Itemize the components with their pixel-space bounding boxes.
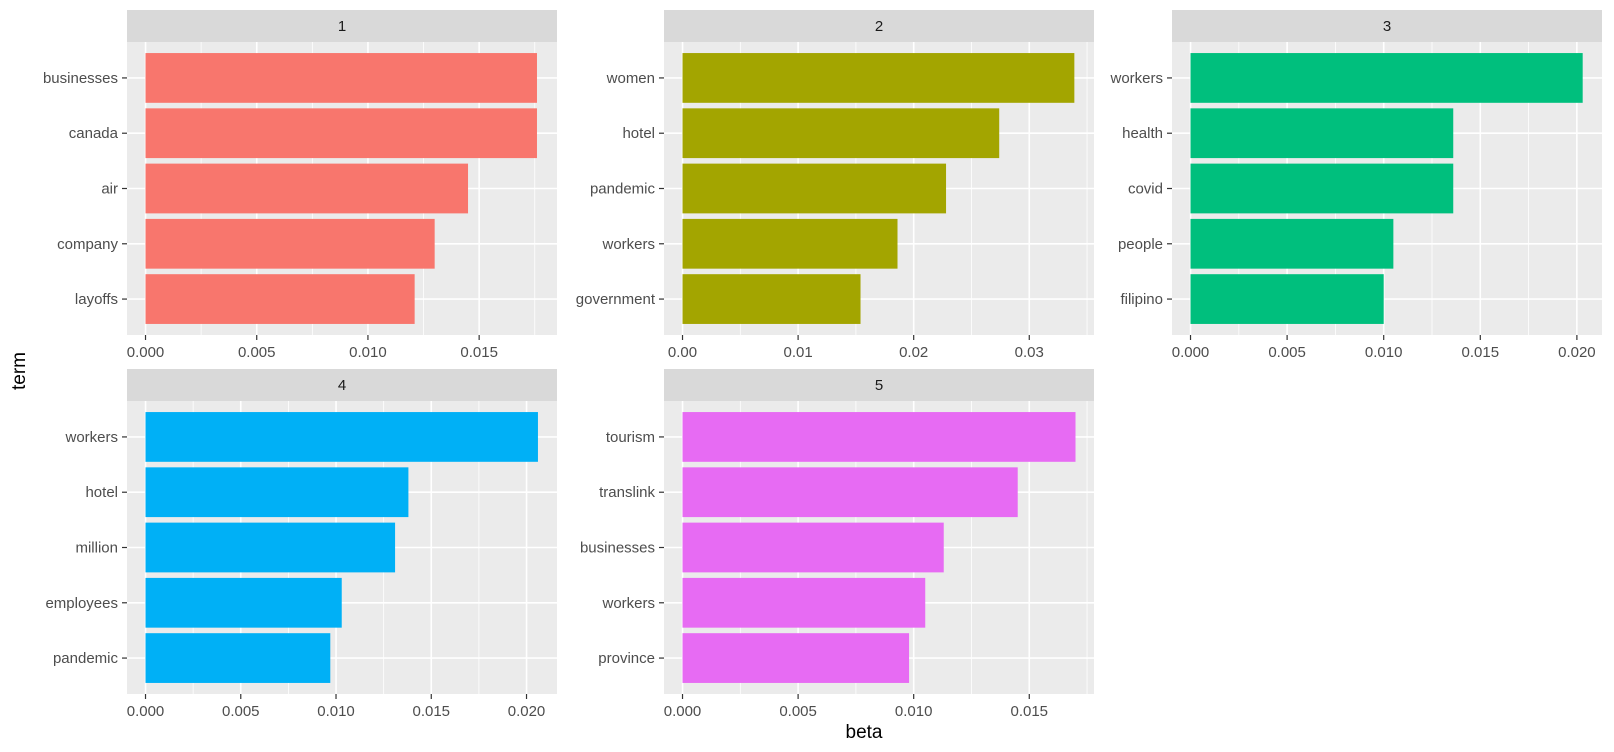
bar [682, 577, 926, 628]
y-tick-label: businesses [580, 540, 655, 557]
y-tick-label: businesses [43, 70, 118, 87]
facet-strip-label: 4 [338, 377, 346, 394]
x-tick-label: 0.000 [127, 344, 165, 361]
x-tick-label: 0.03 [1015, 344, 1044, 361]
x-tick-label: 0.015 [412, 703, 450, 720]
y-tick-label: women [606, 70, 655, 87]
y-tick-label: workers [601, 595, 655, 612]
bar [682, 274, 861, 324]
facet-1: 1 businesses canada air company layoffs 0.000 0… [43, 10, 557, 361]
x-tick-label: 0.000 [1172, 344, 1210, 361]
bar [682, 522, 944, 573]
bar [682, 412, 1076, 462]
bar [145, 163, 469, 214]
x-tick-label: 0.010 [1365, 344, 1403, 361]
x-tick-label: 0.000 [127, 703, 165, 720]
x-axis-title: beta [846, 722, 883, 743]
x-tick-label: 0.020 [1558, 344, 1596, 361]
x-tick-label: 0.010 [317, 703, 355, 720]
bar [145, 108, 537, 159]
bar [682, 633, 910, 683]
x-tick-label: 0.005 [222, 703, 260, 720]
y-tick-label: pandemic [590, 181, 656, 198]
facet-strip [664, 369, 1094, 401]
bar [682, 108, 1000, 159]
y-tick-label: employees [45, 595, 118, 612]
y-tick-label: workers [64, 429, 118, 446]
bar [145, 522, 396, 573]
y-tick-label: canada [69, 125, 119, 142]
bar [682, 163, 947, 214]
x-tick-label: 0.01 [784, 344, 813, 361]
x-tick-label: 0.015 [460, 344, 498, 361]
facet-3: 3 workers health covid people filipino 0.000 0.… [1109, 10, 1602, 361]
y-tick-label: workers [1109, 70, 1163, 87]
facet-4: 4 workers hotel million employees pandemic 0.0… [45, 369, 557, 720]
y-tick-label: translink [599, 484, 655, 501]
bar [145, 218, 435, 269]
bar [682, 467, 1018, 518]
facet-5: 5 tourism translink businesses workers provin… [580, 369, 1094, 720]
facet-strip-label: 3 [1383, 18, 1391, 35]
y-tick-label: million [75, 540, 118, 557]
bar [145, 412, 538, 462]
bar [1190, 163, 1454, 214]
facet-strip [1172, 10, 1602, 42]
y-tick-label: workers [601, 236, 655, 253]
x-tick-label: 0.015 [1010, 703, 1048, 720]
bar [145, 577, 342, 628]
facets-layer: 1 businesses canada air company layoffs 0.000 0… [43, 10, 1602, 720]
bar [1190, 218, 1394, 269]
y-tick-label: company [57, 236, 118, 253]
bar [1190, 53, 1583, 103]
y-tick-label: layoffs [75, 291, 118, 308]
facet-strip [127, 10, 557, 42]
x-tick-label: 0.02 [899, 344, 928, 361]
bar [682, 53, 1075, 103]
x-tick-label: 0.005 [1268, 344, 1306, 361]
facet-strip-label: 2 [875, 18, 883, 35]
x-tick-label: 0.020 [508, 703, 546, 720]
y-tick-label: hotel [622, 125, 655, 142]
bar [682, 218, 898, 269]
bar [1190, 108, 1454, 159]
x-tick-label: 0.010 [895, 703, 933, 720]
bar [145, 633, 331, 683]
x-tick-label: 0.005 [779, 703, 817, 720]
facet-strip [664, 10, 1094, 42]
x-tick-label: 0.005 [238, 344, 276, 361]
y-tick-label: people [1118, 236, 1163, 253]
x-tick-label: 0.00 [668, 344, 697, 361]
facet-strip-label: 1 [338, 18, 346, 35]
y-tick-label: covid [1128, 181, 1163, 198]
x-tick-label: 0.015 [1462, 344, 1500, 361]
y-tick-label: pandemic [53, 650, 119, 667]
facet-strip [127, 369, 557, 401]
y-tick-label: filipino [1120, 291, 1163, 308]
y-tick-label: health [1122, 125, 1163, 142]
y-tick-label: air [101, 181, 118, 198]
bar [145, 467, 409, 518]
bar [145, 53, 537, 103]
x-tick-label: 0.000 [664, 703, 702, 720]
y-tick-label: government [576, 291, 656, 308]
bar [1190, 274, 1384, 324]
facet-strip-label: 5 [875, 377, 883, 394]
y-tick-label: province [598, 650, 655, 667]
y-tick-label: tourism [606, 429, 655, 446]
bar [145, 274, 415, 324]
facet-2: 2 women hotel pandemic workers government 0.00… [576, 10, 1094, 361]
x-tick-label: 0.010 [349, 344, 387, 361]
y-tick-label: hotel [85, 484, 118, 501]
y-axis-title: term [9, 352, 30, 390]
